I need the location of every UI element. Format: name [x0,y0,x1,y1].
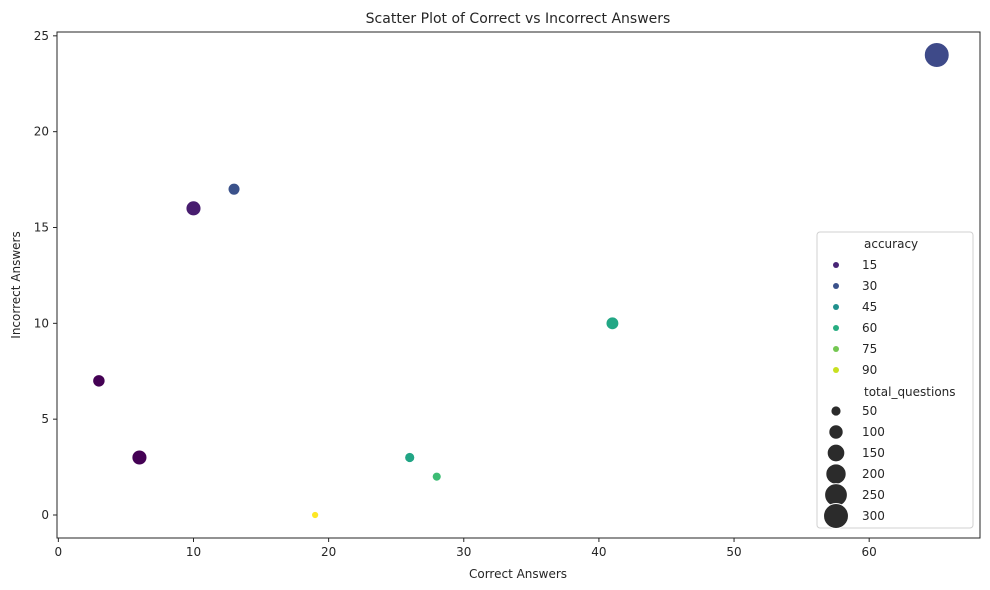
x-tick-label: 10 [186,545,201,559]
data-point [185,200,202,217]
axis-ticks: 0 10 20 30 40 50 60 0 5 10 15 20 25 [34,29,877,559]
legend-hue-label: 75 [862,342,877,356]
legend-size-label: 200 [862,467,885,481]
data-point [227,182,241,196]
data-points [92,42,950,520]
legend-hue-marker [833,325,839,331]
data-point [131,449,148,466]
legend: accuracy total_questions 15 30 45 60 75 90 50 1… [816,231,974,529]
chart-title: Scatter Plot of Correct vs Incorrect Ans… [366,11,671,27]
legend-hue-label: 45 [862,300,877,314]
legend-size-marker [823,503,849,529]
legend-hue-marker [833,283,839,289]
data-point [605,316,620,331]
x-tick-label: 20 [321,545,336,559]
x-tick-label: 30 [456,545,471,559]
legend-size-title: total_questions [864,385,956,399]
x-tick-label: 50 [726,545,741,559]
legend-size-marker [826,443,846,463]
legend-hue-label: 30 [862,279,877,293]
x-tick-label: 40 [591,545,606,559]
y-tick-label: 5 [41,412,49,426]
legend-size-label: 300 [862,509,885,523]
legend-hue-marker [833,346,839,352]
data-point [92,374,106,388]
legend-hue-title: accuracy [864,237,918,251]
y-tick-label: 10 [34,316,49,330]
x-tick-label: 60 [862,545,877,559]
legend-size-label: 50 [862,404,877,418]
legend-hue-marker [833,304,839,310]
data-point [311,510,320,520]
x-axis-label: Correct Answers [469,567,567,581]
legend-hue-marker [833,367,839,373]
legend-size-label: 100 [862,425,885,439]
y-tick-label: 20 [34,125,49,139]
legend-hue-label: 90 [862,363,877,377]
y-tick-label: 15 [34,221,49,235]
legend-box [816,231,974,529]
plot-frame [56,31,981,539]
y-tick-label: 0 [41,508,49,522]
legend-hue-marker [833,262,839,268]
legend-hue-label: 15 [862,258,877,272]
x-tick-label: 0 [55,545,63,559]
legend-size-label: 150 [862,446,885,460]
legend-size-marker [830,405,842,417]
data-point [404,451,416,464]
data-point [431,471,442,482]
legend-size-marker [825,463,847,485]
legend-size-marker [828,424,844,440]
y-axis-label: Incorrect Answers [9,231,23,338]
y-tick-label: 25 [34,29,49,43]
legend-size-marker [824,483,848,507]
legend-size-label: 250 [862,488,885,502]
data-point [923,42,950,68]
legend-hue-label: 60 [862,321,877,335]
